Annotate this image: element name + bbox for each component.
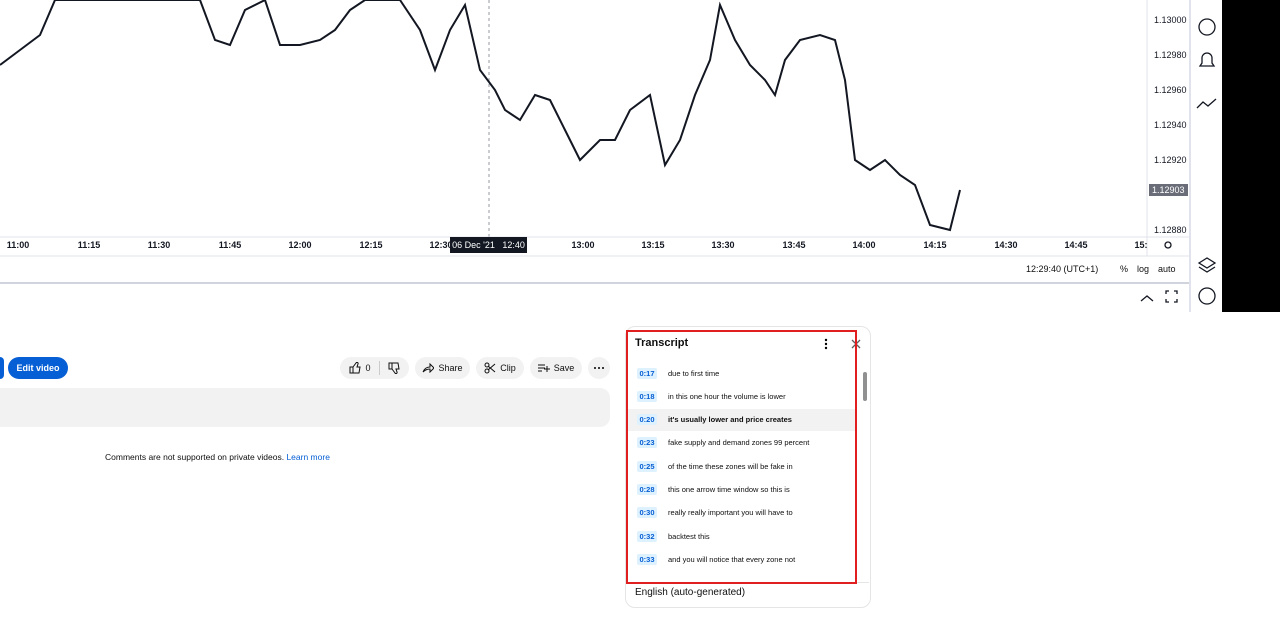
crosshair-label: 06 Dec '21 12:40 [450,237,527,253]
segment-text: it's usually lower and price creates [668,415,792,425]
price-label: 1.12880 [1154,225,1187,235]
menu-icon[interactable] [823,338,829,350]
time-label: 15: [1134,240,1148,250]
comments-notice: Comments are not supported on private vi… [105,452,330,462]
separator [378,361,380,375]
current-price: 1.12903 [1149,184,1188,196]
help-icon[interactable] [1198,287,1216,305]
segment-time: 0:28 [637,484,657,495]
time-label: 11:30 [147,240,171,250]
save-button[interactable]: Save [530,357,582,379]
collapse-icon[interactable] [1140,295,1154,302]
segment-time: 0:32 [637,530,657,542]
learn-more-link[interactable]: Learn more [286,452,330,462]
clip-icon [484,362,496,374]
more-button[interactable] [588,357,610,379]
clip-label: Clip [500,363,516,373]
settings-icon[interactable] [1164,241,1172,249]
segment-text: due to first time [668,368,720,378]
price-label: 1.12940 [1154,120,1187,130]
transcript-segment[interactable]: 0:33 and you will notice that every zone … [627,548,856,570]
transcript-panel [625,326,871,608]
stream-icon[interactable] [1198,18,1216,36]
chart-frame [0,0,1217,312]
segment-time: 0:18 [637,390,657,402]
video-letterbox [1222,0,1280,312]
transcript-segment[interactable]: 0:23 fake supply and demand zones 99 perc… [627,432,856,454]
transcript-segment[interactable]: 0:18 in this one hour the volume is lower [627,385,856,407]
transcript-segment[interactable]: 0:25 of the time these zones will be fake… [627,455,856,477]
segment-time: 0:30 [637,507,657,519]
save-label: Save [553,363,575,373]
scale-option[interactable]: auto [1158,264,1176,274]
time-label: 13:15 [641,240,665,250]
scale-option[interactable]: log [1137,264,1150,274]
segment-time: 0:25 [637,460,657,472]
highlight-box [626,330,857,584]
like-button[interactable]: 0 [340,357,409,379]
segment-text: backtest this [668,531,710,541]
language-selector[interactable]: English (auto-generated) [635,587,746,598]
button-edge [0,357,4,379]
share-icon [423,363,435,373]
segment-text: this one arrow time window so this is [668,485,790,494]
alert-icon[interactable] [1198,52,1216,67]
transcript-segment[interactable]: 0:17 due to first time [627,362,856,384]
notice-text: Comments are not supported on private vi… [105,452,285,462]
time-label: 14:30 [994,240,1018,250]
price-label: 1.12980 [1154,50,1187,60]
transcript-segment[interactable]: 0:20 it's usually lower and price creates [627,408,856,431]
time-label: 11:15 [77,240,101,250]
like-icon [349,362,362,374]
transcript-title: Transcript [635,337,689,349]
share-label: Share [438,363,463,373]
time-label: 13:00 [571,240,595,250]
crosshair-date: 06 Dec '21 [452,240,495,250]
time-label: 13:45 [782,240,806,250]
edit-video-button[interactable]: Edit video [8,357,68,379]
clip-button[interactable]: Clip [476,357,524,379]
segment-text: in this one hour the volume is lower [668,391,786,401]
crosshair-time: 12:40 [502,240,525,250]
more-icon [594,367,604,369]
price-label: 1.12920 [1154,155,1187,165]
trend-icon[interactable] [1196,98,1217,109]
scale-option[interactable]: % [1120,264,1129,274]
time-label: 11:45 [218,240,242,250]
time-label: 12:30 [429,240,453,250]
scrollbar[interactable] [863,372,867,401]
time-label: 14:00 [852,240,876,250]
save-icon [537,364,550,372]
scale-options: % log auto [1120,264,1176,274]
segment-text: and you will notice that every zone not [668,554,796,564]
segment-time: 0:17 [637,367,657,379]
transcript-segment[interactable]: 0:28 this one arrow time window so this i… [627,479,856,501]
layers-icon[interactable] [1197,257,1217,273]
description-box[interactable] [0,388,610,427]
price-label: 1.13000 [1154,15,1187,25]
time-label: 12:00 [288,240,312,250]
segment-text: of the time these zones will be fake in [668,461,793,471]
price-decoration [0,0,961,232]
time-label: 14:15 [923,240,947,250]
transcript-segment[interactable]: 0:32 backtest this [627,525,856,547]
segment-time: 0:23 [637,437,657,449]
clock: 12:29:40 (UTC+1) [1026,264,1099,274]
time-label: 11:00 [6,240,30,250]
segment-text: really really important you will have to [668,508,793,518]
video-player[interactable]: 11:00 11:15 11:30 11:45 12:00 12:15 12:30 13:00… [0,0,1222,312]
time-label: 12:15 [359,240,383,250]
segment-time: 0:20 [637,414,657,426]
transcript-segment[interactable]: 0:30 really really important you will hav… [627,502,856,524]
time-label: 14:45 [1064,240,1088,250]
dislike-icon[interactable] [388,362,400,374]
segment-text: fake supply and demand zones 99 percent [668,438,810,448]
fullscreen-icon[interactable] [1165,290,1178,303]
share-button[interactable]: Share [415,357,470,379]
segment-time: 0:33 [637,553,657,565]
time-label: 13:30 [711,240,735,250]
price-label: 1.12960 [1154,85,1187,95]
like-count: 0 [365,363,371,373]
